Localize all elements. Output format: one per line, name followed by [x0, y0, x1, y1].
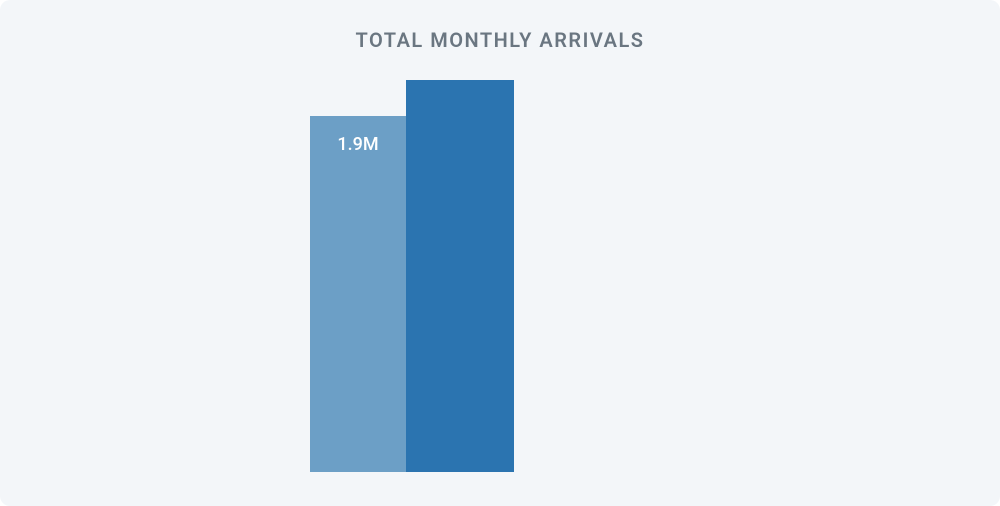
bar-previous-label: 1.9M — [310, 134, 406, 155]
bar-current-period — [406, 80, 514, 472]
card-title: TOTAL MONTHLY ARRIVALS — [0, 28, 1000, 52]
kpi-card: TOTAL MONTHLY ARRIVALS 1.9M 1.8M ↓ 3% — [0, 0, 1000, 506]
bar-chart: 1.9M 1.8M ↓ 3% — [0, 80, 1000, 472]
bar-previous-period: 1.9M — [310, 116, 406, 472]
